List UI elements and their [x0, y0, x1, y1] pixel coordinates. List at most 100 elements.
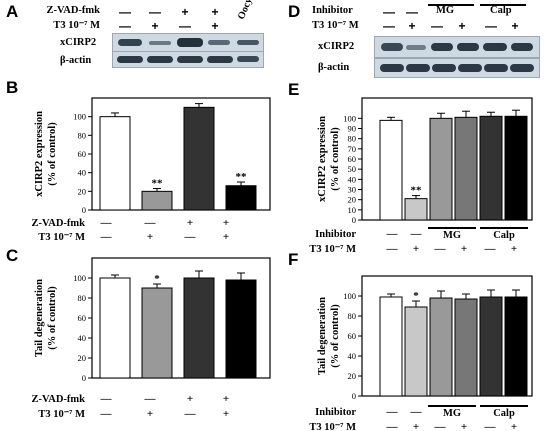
panel-letter-b: B — [6, 78, 19, 97]
chart-e-group-label: Calp — [493, 230, 515, 241]
chart-e-row-label: Inhibitor — [315, 229, 356, 240]
chart-b-significance: ** — [152, 178, 164, 190]
chart-f-treatment-symbol: — — [434, 421, 447, 431]
chart-e-ylabel: (% of control) — [330, 127, 341, 191]
chart-b: 0 20 40 60 80 100 xCIRP2 expression (% of contr… — [32, 97, 271, 243]
chart-f-ylabel: (% of control) — [330, 304, 341, 368]
blot-d-t2-4: + — [458, 19, 466, 33]
chart-e-treatment-symbol: + — [511, 243, 517, 255]
chart-b-ytick-label: 60 — [78, 149, 87, 159]
chart-c-significance: * — [154, 273, 160, 285]
chart-b-ytick-label: 40 — [78, 168, 87, 178]
chart-e-treatment-symbol: + — [413, 243, 419, 255]
chart-e-significance: ** — [411, 185, 423, 197]
chart-e-treatment-symbol: — — [386, 228, 399, 240]
blot-d-actin-image — [374, 58, 540, 78]
chart-b-bar — [183, 106, 215, 211]
chart-c-treatment-symbol: + — [223, 393, 229, 405]
chart-c-bar — [225, 279, 257, 379]
chart-b-ytick-label: 80 — [78, 130, 87, 140]
chart-c: 0 20 40 60 80 100 Tail degeneration (% of contr… — [32, 257, 271, 420]
chart-e-bar — [454, 116, 478, 221]
chart-c-ytick-label: 60 — [78, 313, 87, 323]
blot-d-label-xcirp2: xCIRP2 — [318, 41, 355, 52]
chart-e-bar — [429, 117, 453, 221]
chart-c-bar — [183, 277, 215, 379]
chart-c-bar — [141, 287, 173, 379]
chart-c-treatment-symbol: + — [187, 393, 193, 405]
chart-f-ytick-label: 20 — [348, 371, 357, 381]
chart-c-ytick-label: 40 — [78, 333, 87, 343]
chart-f-ylabel: Tail degeneration — [317, 297, 328, 375]
chart-e-ytick-label: 50 — [348, 164, 357, 174]
blot-a-t1-4: + — [211, 5, 219, 19]
chart-e-treatment-symbol: — — [386, 243, 399, 255]
chart-f-treatment-symbol: + — [511, 421, 517, 431]
blot-a-t2-3: — — [179, 19, 191, 33]
chart-f-row-label: Inhibitor — [315, 407, 356, 418]
chart-e-ytick-label: 0 — [352, 215, 356, 225]
chart-e-row-label: T3 10⁻⁷ M — [309, 244, 356, 255]
blot-a-label-actin: β-actin — [60, 55, 92, 66]
chart-e-ytick-label: 60 — [348, 154, 357, 164]
blot-d-t2-6: + — [511, 19, 519, 33]
chart-f-ytick-label: 100 — [343, 291, 356, 301]
chart-c-treatment-symbol: — — [100, 393, 113, 405]
blot-d-group-mg: MG — [436, 5, 455, 16]
chart-e-treatment-symbol: — — [434, 243, 447, 255]
chart-e-bar — [479, 115, 503, 221]
chart-c-row-label: Z-VAD-fmk — [32, 394, 86, 405]
chart-b-treatment-symbol: + — [147, 231, 153, 243]
chart-b-ytick-label: 0 — [82, 205, 86, 215]
chart-c-ytick-label: 80 — [78, 293, 87, 303]
chart-e-ytick-label: 100 — [343, 113, 356, 123]
chart-c-treatment-symbol: + — [147, 408, 153, 420]
blot-a-row-label-2: T3 10⁻⁷ M — [53, 20, 100, 31]
chart-f-treatment-symbol: — — [410, 406, 423, 418]
chart-e-treatment-symbol: — — [484, 243, 497, 255]
chart-c-ylabel: (% of control) — [47, 286, 58, 350]
panel-letter-f: F — [288, 250, 299, 269]
chart-f-treatment-symbol: + — [413, 421, 419, 431]
chart-f-ytick-label: 0 — [352, 391, 356, 401]
blot-a-t2-2: + — [151, 19, 159, 33]
chart-f-treatment-symbol: — — [386, 421, 399, 431]
chart-f-group-label: MG — [443, 408, 461, 419]
chart-e-treatment-symbol: + — [461, 243, 467, 255]
blot-d-xcirp2-image — [374, 36, 540, 58]
chart-f-bar — [454, 298, 478, 397]
chart-f-bar — [479, 296, 503, 397]
panel-letter-d: D — [288, 2, 301, 21]
chart-e-ytick-label: 30 — [348, 185, 357, 195]
chart-b-bar — [141, 190, 173, 211]
chart-c-treatment-symbol: — — [144, 393, 157, 405]
blot-a-actin-image — [112, 51, 264, 68]
blot-d-t2-2: + — [408, 19, 416, 33]
chart-b-ylabel: (% of control) — [47, 122, 58, 186]
blot-a-t1-1: — — [119, 5, 131, 19]
blot-d-t1-1: — — [383, 5, 395, 19]
chart-c-treatment-symbol: — — [100, 408, 113, 420]
chart-e-ytick-label: 20 — [348, 195, 357, 205]
blot-d-mg-line — [428, 4, 474, 6]
blot-d-label-actin: β-actin — [318, 62, 350, 73]
chart-e-bar — [504, 115, 528, 221]
chart-c-treatment-symbol: + — [223, 408, 229, 420]
blot-d-calp-line — [480, 4, 526, 6]
chart-b-treatment-symbol: — — [100, 231, 113, 243]
chart-f: 0 20 40 60 80 100 Tail degeneration (% of contr… — [309, 275, 533, 431]
chart-e-treatment-symbol: — — [410, 228, 423, 240]
chart-e-ylabel: xCIRP2 expression — [317, 116, 328, 202]
chart-e-bar — [379, 119, 403, 221]
chart-f-ytick-label: 80 — [348, 311, 357, 321]
blot-d-group-calp: Calp — [490, 5, 512, 16]
chart-f-ytick-label: 40 — [348, 351, 357, 361]
chart-b-significance: ** — [236, 171, 248, 183]
blot-d-row-label-2: T3 10⁻⁷ M — [312, 20, 359, 31]
chart-c-bar — [99, 277, 131, 379]
chart-b-treatment-symbol: — — [144, 217, 157, 229]
blot-d-t2-5: — — [485, 19, 497, 33]
blot-d-t1-2: — — [406, 5, 418, 19]
